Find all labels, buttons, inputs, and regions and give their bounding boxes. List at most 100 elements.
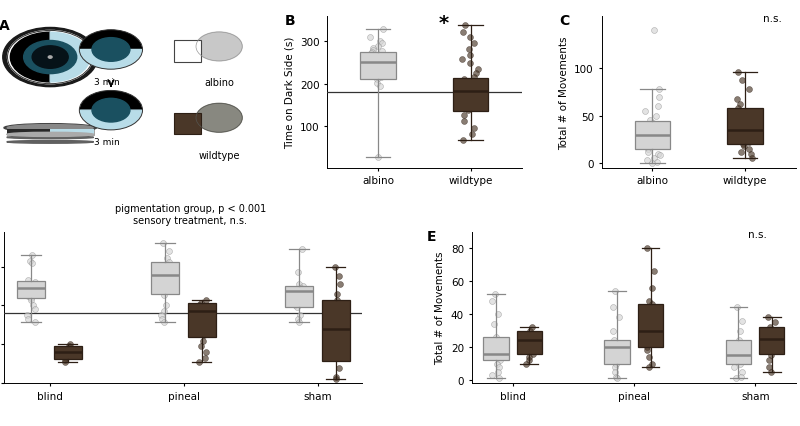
Point	[762, 357, 775, 364]
Point	[379, 55, 392, 62]
Circle shape	[24, 41, 77, 75]
Point	[519, 360, 532, 367]
Point	[374, 39, 386, 46]
Point	[742, 112, 754, 119]
FancyBboxPatch shape	[727, 109, 762, 145]
Point	[646, 311, 659, 318]
Point	[470, 70, 483, 77]
Point	[650, 137, 663, 144]
Point	[23, 258, 36, 265]
Point	[195, 300, 208, 307]
Point	[641, 124, 654, 131]
Point	[764, 336, 777, 343]
Point	[363, 57, 376, 63]
Point	[22, 316, 34, 323]
Point	[197, 337, 210, 344]
Point	[734, 327, 746, 334]
Y-axis label: Time on Dark Side (s): Time on Dark Side (s)	[284, 37, 294, 149]
Point	[59, 359, 72, 366]
Point	[25, 287, 38, 294]
Point	[459, 22, 472, 29]
Point	[653, 94, 666, 101]
Point	[641, 245, 654, 252]
Point	[765, 368, 778, 375]
Point	[745, 132, 758, 139]
Point	[58, 349, 71, 356]
Point	[524, 327, 537, 334]
Point	[193, 359, 206, 366]
Point	[154, 312, 167, 319]
Point	[63, 341, 76, 348]
Point	[327, 337, 340, 344]
Point	[64, 351, 77, 358]
Point	[461, 91, 474, 98]
Point	[23, 289, 36, 296]
Point	[289, 302, 302, 309]
Point	[333, 365, 346, 371]
Point	[163, 259, 176, 266]
Point	[157, 240, 170, 247]
Point	[642, 340, 655, 347]
Point	[58, 357, 71, 363]
Point	[21, 312, 34, 319]
Point	[295, 287, 308, 294]
Point	[765, 344, 778, 351]
Point	[638, 139, 651, 146]
Point	[374, 74, 387, 81]
Text: A: A	[0, 19, 10, 32]
Point	[470, 100, 482, 106]
Point	[735, 115, 748, 122]
Point	[522, 337, 534, 344]
Point	[470, 79, 483, 86]
Point	[742, 86, 755, 93]
Point	[376, 26, 389, 33]
Point	[365, 51, 378, 58]
Point	[194, 320, 206, 327]
Point	[736, 317, 749, 324]
Point	[294, 295, 306, 302]
Point	[366, 47, 379, 54]
Point	[330, 304, 343, 311]
Point	[331, 291, 344, 297]
Point	[646, 285, 658, 291]
Point	[733, 124, 746, 131]
FancyBboxPatch shape	[17, 282, 45, 299]
Point	[29, 319, 42, 325]
Point	[330, 374, 342, 381]
FancyBboxPatch shape	[726, 341, 751, 364]
Point	[640, 344, 653, 351]
Point	[519, 344, 532, 351]
Point	[468, 41, 481, 48]
Point	[640, 141, 653, 148]
Point	[162, 248, 175, 255]
Point	[198, 331, 210, 338]
Point	[461, 107, 474, 114]
Point	[647, 28, 660, 35]
Point	[525, 334, 538, 341]
Point	[374, 83, 386, 90]
Point	[326, 331, 338, 338]
Point	[649, 122, 662, 129]
Point	[647, 155, 660, 162]
Point	[735, 109, 748, 116]
Circle shape	[92, 99, 130, 123]
Point	[746, 137, 759, 144]
Point	[192, 310, 205, 317]
Point	[523, 357, 536, 364]
Point	[642, 149, 655, 156]
Point	[644, 118, 657, 124]
FancyBboxPatch shape	[638, 305, 663, 347]
Point	[728, 347, 741, 354]
Point	[491, 354, 504, 360]
Ellipse shape	[6, 137, 94, 139]
Point	[731, 69, 744, 76]
Point	[762, 314, 774, 321]
Point	[293, 319, 306, 325]
Point	[735, 149, 748, 156]
Point	[522, 347, 535, 354]
Point	[364, 35, 377, 41]
FancyBboxPatch shape	[50, 130, 94, 135]
Point	[291, 269, 304, 276]
Point	[366, 69, 378, 76]
Point	[490, 347, 503, 354]
